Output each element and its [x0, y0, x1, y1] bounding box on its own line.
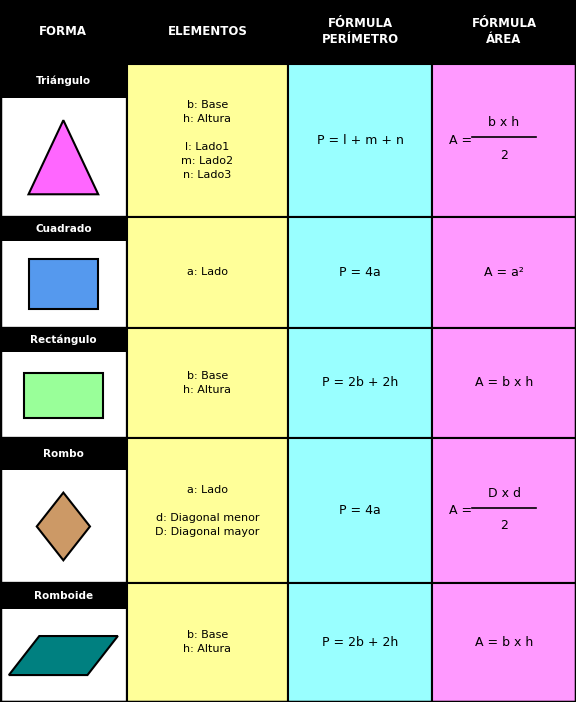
- Polygon shape: [9, 636, 118, 675]
- Text: a: Lado

d: Diagonal menor
D: Diagonal mayor: a: Lado d: Diagonal menor D: Diagonal ma…: [155, 484, 260, 536]
- Bar: [127, 328, 288, 438]
- Bar: [432, 217, 576, 328]
- Text: b: Base
h: Altura: b: Base h: Altura: [183, 630, 232, 654]
- Bar: [432, 438, 576, 583]
- Text: 2: 2: [500, 519, 508, 531]
- Bar: [0, 217, 127, 241]
- Bar: [0, 328, 127, 438]
- Text: Triángulo: Triángulo: [36, 75, 91, 86]
- Bar: [432, 0, 576, 64]
- Bar: [24, 373, 103, 418]
- Text: Romboide: Romboide: [34, 591, 93, 601]
- Text: A = a²: A = a²: [484, 266, 524, 279]
- Bar: [0, 328, 127, 438]
- Text: FÓRMULA
ÁREA: FÓRMULA ÁREA: [471, 18, 537, 46]
- Text: A =: A =: [449, 134, 472, 147]
- Bar: [432, 64, 576, 217]
- Bar: [0, 583, 127, 702]
- Bar: [288, 438, 432, 583]
- Bar: [288, 0, 432, 64]
- Text: A = b x h: A = b x h: [475, 376, 533, 390]
- Bar: [28, 260, 98, 310]
- Text: b: Base
h: Altura

l: Lado1
m: Lado2
n: Lado3: b: Base h: Altura l: Lado1 m: Lado2 n: L…: [181, 100, 233, 180]
- Bar: [288, 583, 432, 702]
- Bar: [0, 0, 127, 64]
- Bar: [127, 583, 288, 702]
- Bar: [0, 438, 127, 470]
- Polygon shape: [37, 493, 90, 560]
- Bar: [432, 583, 576, 702]
- Bar: [288, 64, 432, 217]
- Text: 2: 2: [500, 150, 508, 162]
- Bar: [0, 64, 127, 98]
- Text: b x h: b x h: [488, 116, 520, 128]
- Bar: [0, 328, 127, 352]
- Bar: [127, 0, 288, 64]
- Text: ELEMENTOS: ELEMENTOS: [168, 25, 247, 39]
- Text: P = l + m + n: P = l + m + n: [317, 134, 403, 147]
- Text: FÓRMULA
PERÍMETRO: FÓRMULA PERÍMETRO: [321, 18, 399, 46]
- Bar: [288, 328, 432, 438]
- Bar: [127, 438, 288, 583]
- Bar: [0, 583, 127, 702]
- Text: b: Base
h: Altura: b: Base h: Altura: [183, 371, 232, 395]
- Text: P = 4a: P = 4a: [339, 504, 381, 517]
- Bar: [0, 438, 127, 583]
- Bar: [0, 64, 127, 217]
- Text: a: Lado: a: Lado: [187, 267, 228, 277]
- Bar: [127, 217, 288, 328]
- Bar: [0, 64, 127, 217]
- Text: P = 2b + 2h: P = 2b + 2h: [322, 636, 398, 649]
- Text: Rombo: Rombo: [43, 449, 84, 459]
- Bar: [0, 438, 127, 583]
- Bar: [0, 217, 127, 328]
- Text: D x d: D x d: [487, 486, 521, 500]
- Polygon shape: [28, 120, 98, 194]
- Text: A = b x h: A = b x h: [475, 636, 533, 649]
- Text: FORMA: FORMA: [39, 25, 88, 39]
- Bar: [288, 217, 432, 328]
- Bar: [0, 217, 127, 328]
- Text: Rectángulo: Rectángulo: [30, 335, 97, 345]
- Bar: [127, 64, 288, 217]
- Bar: [0, 583, 127, 609]
- Text: P = 2b + 2h: P = 2b + 2h: [322, 376, 398, 390]
- Text: Cuadrado: Cuadrado: [35, 224, 92, 234]
- Text: P = 4a: P = 4a: [339, 266, 381, 279]
- Text: A =: A =: [449, 504, 472, 517]
- Bar: [432, 328, 576, 438]
